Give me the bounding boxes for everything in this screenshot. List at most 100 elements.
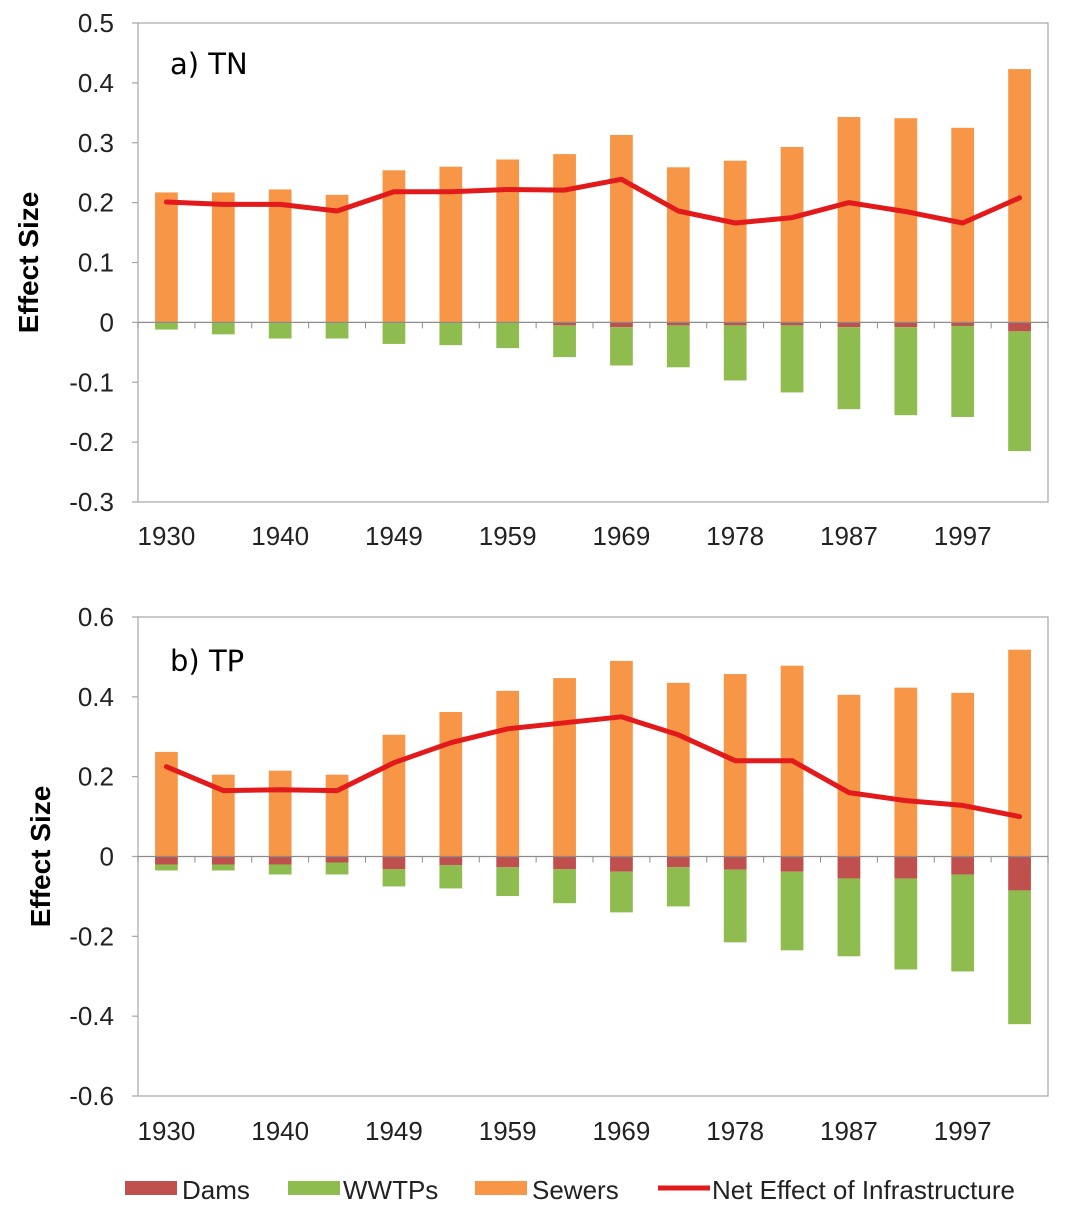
bar-dams: [155, 856, 178, 865]
bar-sewers: [439, 166, 463, 323]
bar-dams: [666, 856, 690, 868]
bar-sewers: [439, 712, 463, 857]
y-tick-label: 0.2: [78, 188, 114, 218]
x-tick-label: 1997: [934, 1116, 992, 1146]
bar-wwtps: [553, 325, 576, 358]
bar-wwtps: [155, 864, 178, 871]
bar-sewers: [496, 690, 520, 857]
bar-wwtps: [439, 322, 463, 346]
bar-dams: [211, 856, 235, 865]
bar-wwtps: [666, 325, 690, 368]
bar-wwtps: [894, 327, 918, 416]
bar-dams: [610, 322, 633, 328]
x-tick-label: 1940: [251, 1116, 309, 1146]
bar-sewers: [382, 734, 406, 857]
bar-dams: [553, 322, 576, 326]
bar-dams: [837, 856, 861, 879]
bar-dams: [951, 322, 975, 326]
bar-sewers: [211, 774, 235, 857]
bar-wwtps: [951, 874, 975, 972]
x-tick-label: 1969: [593, 521, 651, 551]
y-tick-label: 0: [100, 307, 114, 337]
legend-label: WWTPs: [343, 1175, 438, 1205]
bar-sewers: [382, 170, 406, 323]
bar-dams: [553, 856, 576, 870]
bar-wwtps: [780, 871, 804, 951]
bar-sewers: [553, 154, 576, 323]
bar-dams: [382, 856, 406, 870]
x-tick-label: 1969: [593, 1116, 651, 1146]
bar-dams: [723, 856, 747, 870]
panel-b-tp: 0.6 0.4 0.2 0 -0.2 -0.4 -0.6 1930 1940 1949 1959 19…: [25, 602, 1049, 1146]
x-tick-label: 1987: [820, 1116, 878, 1146]
legend-swatch-wwtps: [288, 1181, 340, 1195]
y-tick-label: -0.3: [69, 487, 114, 517]
bar-dams: [1008, 856, 1031, 891]
y-axis-label: Effect Size: [25, 786, 56, 928]
bar-wwtps: [268, 322, 292, 339]
bar-wwtps: [723, 869, 747, 943]
x-tick-label: 1987: [820, 521, 878, 551]
bar-dams: [496, 856, 520, 868]
x-tick-label: 1940: [251, 521, 309, 551]
bar-wwtps: [496, 322, 520, 349]
bar-sewers: [1008, 649, 1031, 857]
panel-a-tn: 0.5 0.4 0.3 0.2 0.1 0 -0.1 -0.2 -0.3 1930 1940 1949…: [13, 8, 1049, 551]
x-tick-label: 1930: [138, 1116, 196, 1146]
bar-wwtps: [894, 878, 918, 970]
bar-dams: [268, 856, 292, 865]
bar-sewers: [268, 770, 292, 857]
bar-wwtps: [211, 864, 235, 871]
bar-sewers: [894, 118, 918, 323]
bar-dams: [439, 856, 463, 866]
bar-dams: [610, 856, 633, 872]
legend-label: Sewers: [532, 1175, 619, 1205]
line-net-effect: [163, 176, 1023, 226]
y-tick-label: 0.4: [78, 682, 114, 712]
y-axis-label: Effect Size: [13, 192, 44, 334]
bar-sewers: [325, 194, 349, 323]
y-tick-label: -0.1: [69, 367, 114, 397]
bar-sewers: [325, 774, 349, 857]
y-tick-label: 0.2: [78, 762, 114, 792]
bar-sewers: [211, 192, 235, 323]
bar-dams: [894, 856, 918, 879]
panel-title: b) TP: [170, 644, 244, 678]
x-tick-label: 1959: [479, 1116, 537, 1146]
bar-sewers: [496, 159, 520, 323]
bar-dams: [951, 856, 975, 875]
bar-sewers: [666, 682, 690, 857]
bar-wwtps: [1008, 890, 1031, 1025]
bar-wwtps: [382, 869, 406, 887]
x-tick-label: 1978: [706, 521, 764, 551]
bar-wwtps: [837, 878, 861, 957]
x-tick-label: 1930: [138, 521, 196, 551]
y-tick-label: 0.5: [78, 8, 114, 38]
bar-wwtps: [211, 322, 235, 335]
bar-wwtps: [1008, 331, 1031, 452]
bar-sewers: [553, 678, 576, 857]
y-tick-label: -0.2: [69, 427, 114, 457]
y-tick-label: 0.3: [78, 128, 114, 158]
bar-wwtps: [553, 869, 576, 904]
bar-sewers: [894, 687, 918, 857]
y-tick-label: 0: [100, 842, 114, 872]
y-tick-label: -0.4: [69, 1001, 114, 1031]
bar-wwtps: [382, 322, 406, 344]
legend-swatch-sewers: [475, 1181, 527, 1195]
x-tick-label: 1949: [365, 521, 423, 551]
bar-dams: [837, 322, 861, 328]
bar-sewers: [837, 694, 861, 857]
y-tick-label: 0.1: [78, 248, 114, 278]
legend: Dams WWTPs Sewers Net Effect of Infrastruct…: [125, 1175, 1015, 1205]
bar-wwtps: [155, 322, 178, 330]
bar-wwtps: [837, 327, 861, 410]
x-tick-label: 1959: [479, 521, 537, 551]
bar-dams: [325, 856, 349, 863]
bar-dams: [894, 322, 918, 328]
bar-sewers: [723, 160, 747, 323]
bar-sewers: [723, 674, 747, 857]
bar-wwtps: [951, 325, 975, 417]
x-tick-label: 1978: [706, 1116, 764, 1146]
